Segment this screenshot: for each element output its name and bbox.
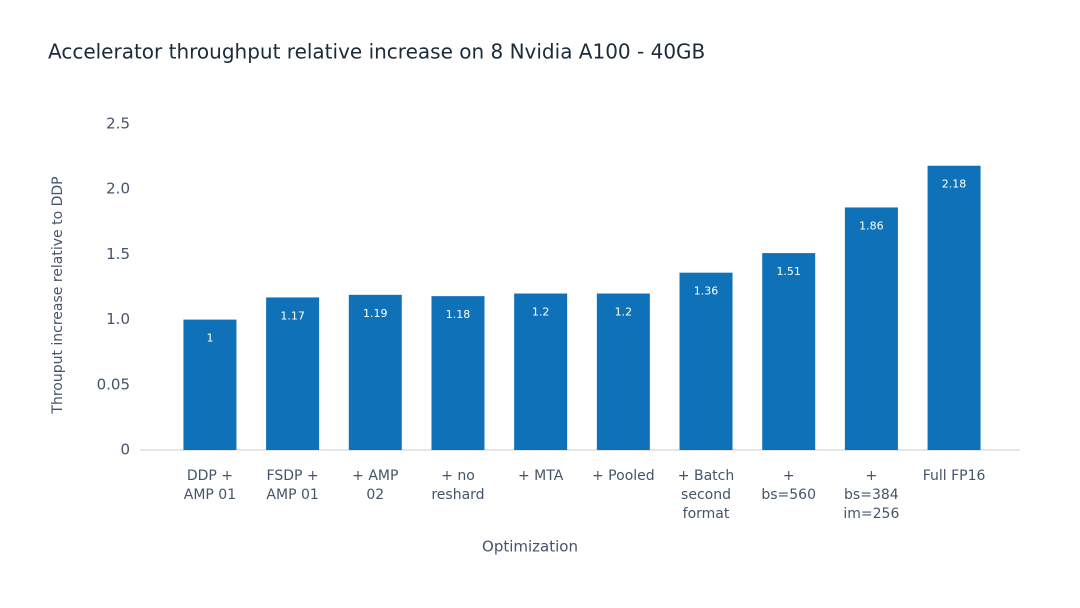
- x-tick-label: + no reshard: [431, 468, 485, 503]
- y-tick-label: 0: [120, 441, 130, 459]
- value-label: 1.2: [615, 306, 633, 319]
- y-axis-label: Throuput increase relative to DDP: [50, 176, 66, 414]
- x-tick-label: + bs=384 im=256: [843, 468, 900, 522]
- x-tick-label: + AMP 02: [352, 468, 399, 503]
- value-label: 1.36: [694, 285, 719, 298]
- y-tick-label: 2.5: [106, 115, 130, 133]
- y-tick-label: 1.5: [106, 245, 130, 263]
- x-tick-label: + Pooled: [592, 468, 655, 484]
- value-label: 1.86: [859, 219, 884, 232]
- bar: [266, 297, 320, 450]
- x-tick-label: FSDP + AMP 01: [266, 468, 319, 503]
- x-tick-label: Full FP16: [922, 468, 986, 484]
- x-tick-label: DDP + AMP 01: [183, 468, 237, 503]
- bar: [431, 296, 485, 450]
- bar: [348, 294, 402, 450]
- y-tick-label: 1.0: [106, 310, 130, 328]
- y-tick-label: 0.05: [97, 375, 130, 393]
- bar: [844, 207, 898, 450]
- bar: [762, 253, 816, 450]
- value-label: 2.18: [942, 178, 967, 191]
- x-tick-label: + bs=560: [761, 468, 816, 503]
- x-tick-label: + MTA: [518, 468, 564, 484]
- bar: [183, 319, 237, 450]
- value-label: 1.19: [363, 307, 388, 320]
- x-axis-label: Optimization: [482, 538, 578, 556]
- value-label: 1.18: [446, 308, 471, 321]
- value-label: 1.17: [280, 309, 305, 322]
- value-label: 1: [206, 332, 213, 345]
- chart-title: Accelerator throughput relative increase…: [48, 40, 705, 64]
- bar: [679, 272, 733, 450]
- value-label: 1.2: [532, 306, 550, 319]
- value-label: 1.51: [776, 265, 801, 278]
- bar: [514, 293, 568, 450]
- bar: [596, 293, 650, 450]
- bar: [927, 165, 981, 450]
- y-tick-label: 2.0: [106, 180, 130, 198]
- x-tick-label: + Batch second format: [677, 468, 735, 522]
